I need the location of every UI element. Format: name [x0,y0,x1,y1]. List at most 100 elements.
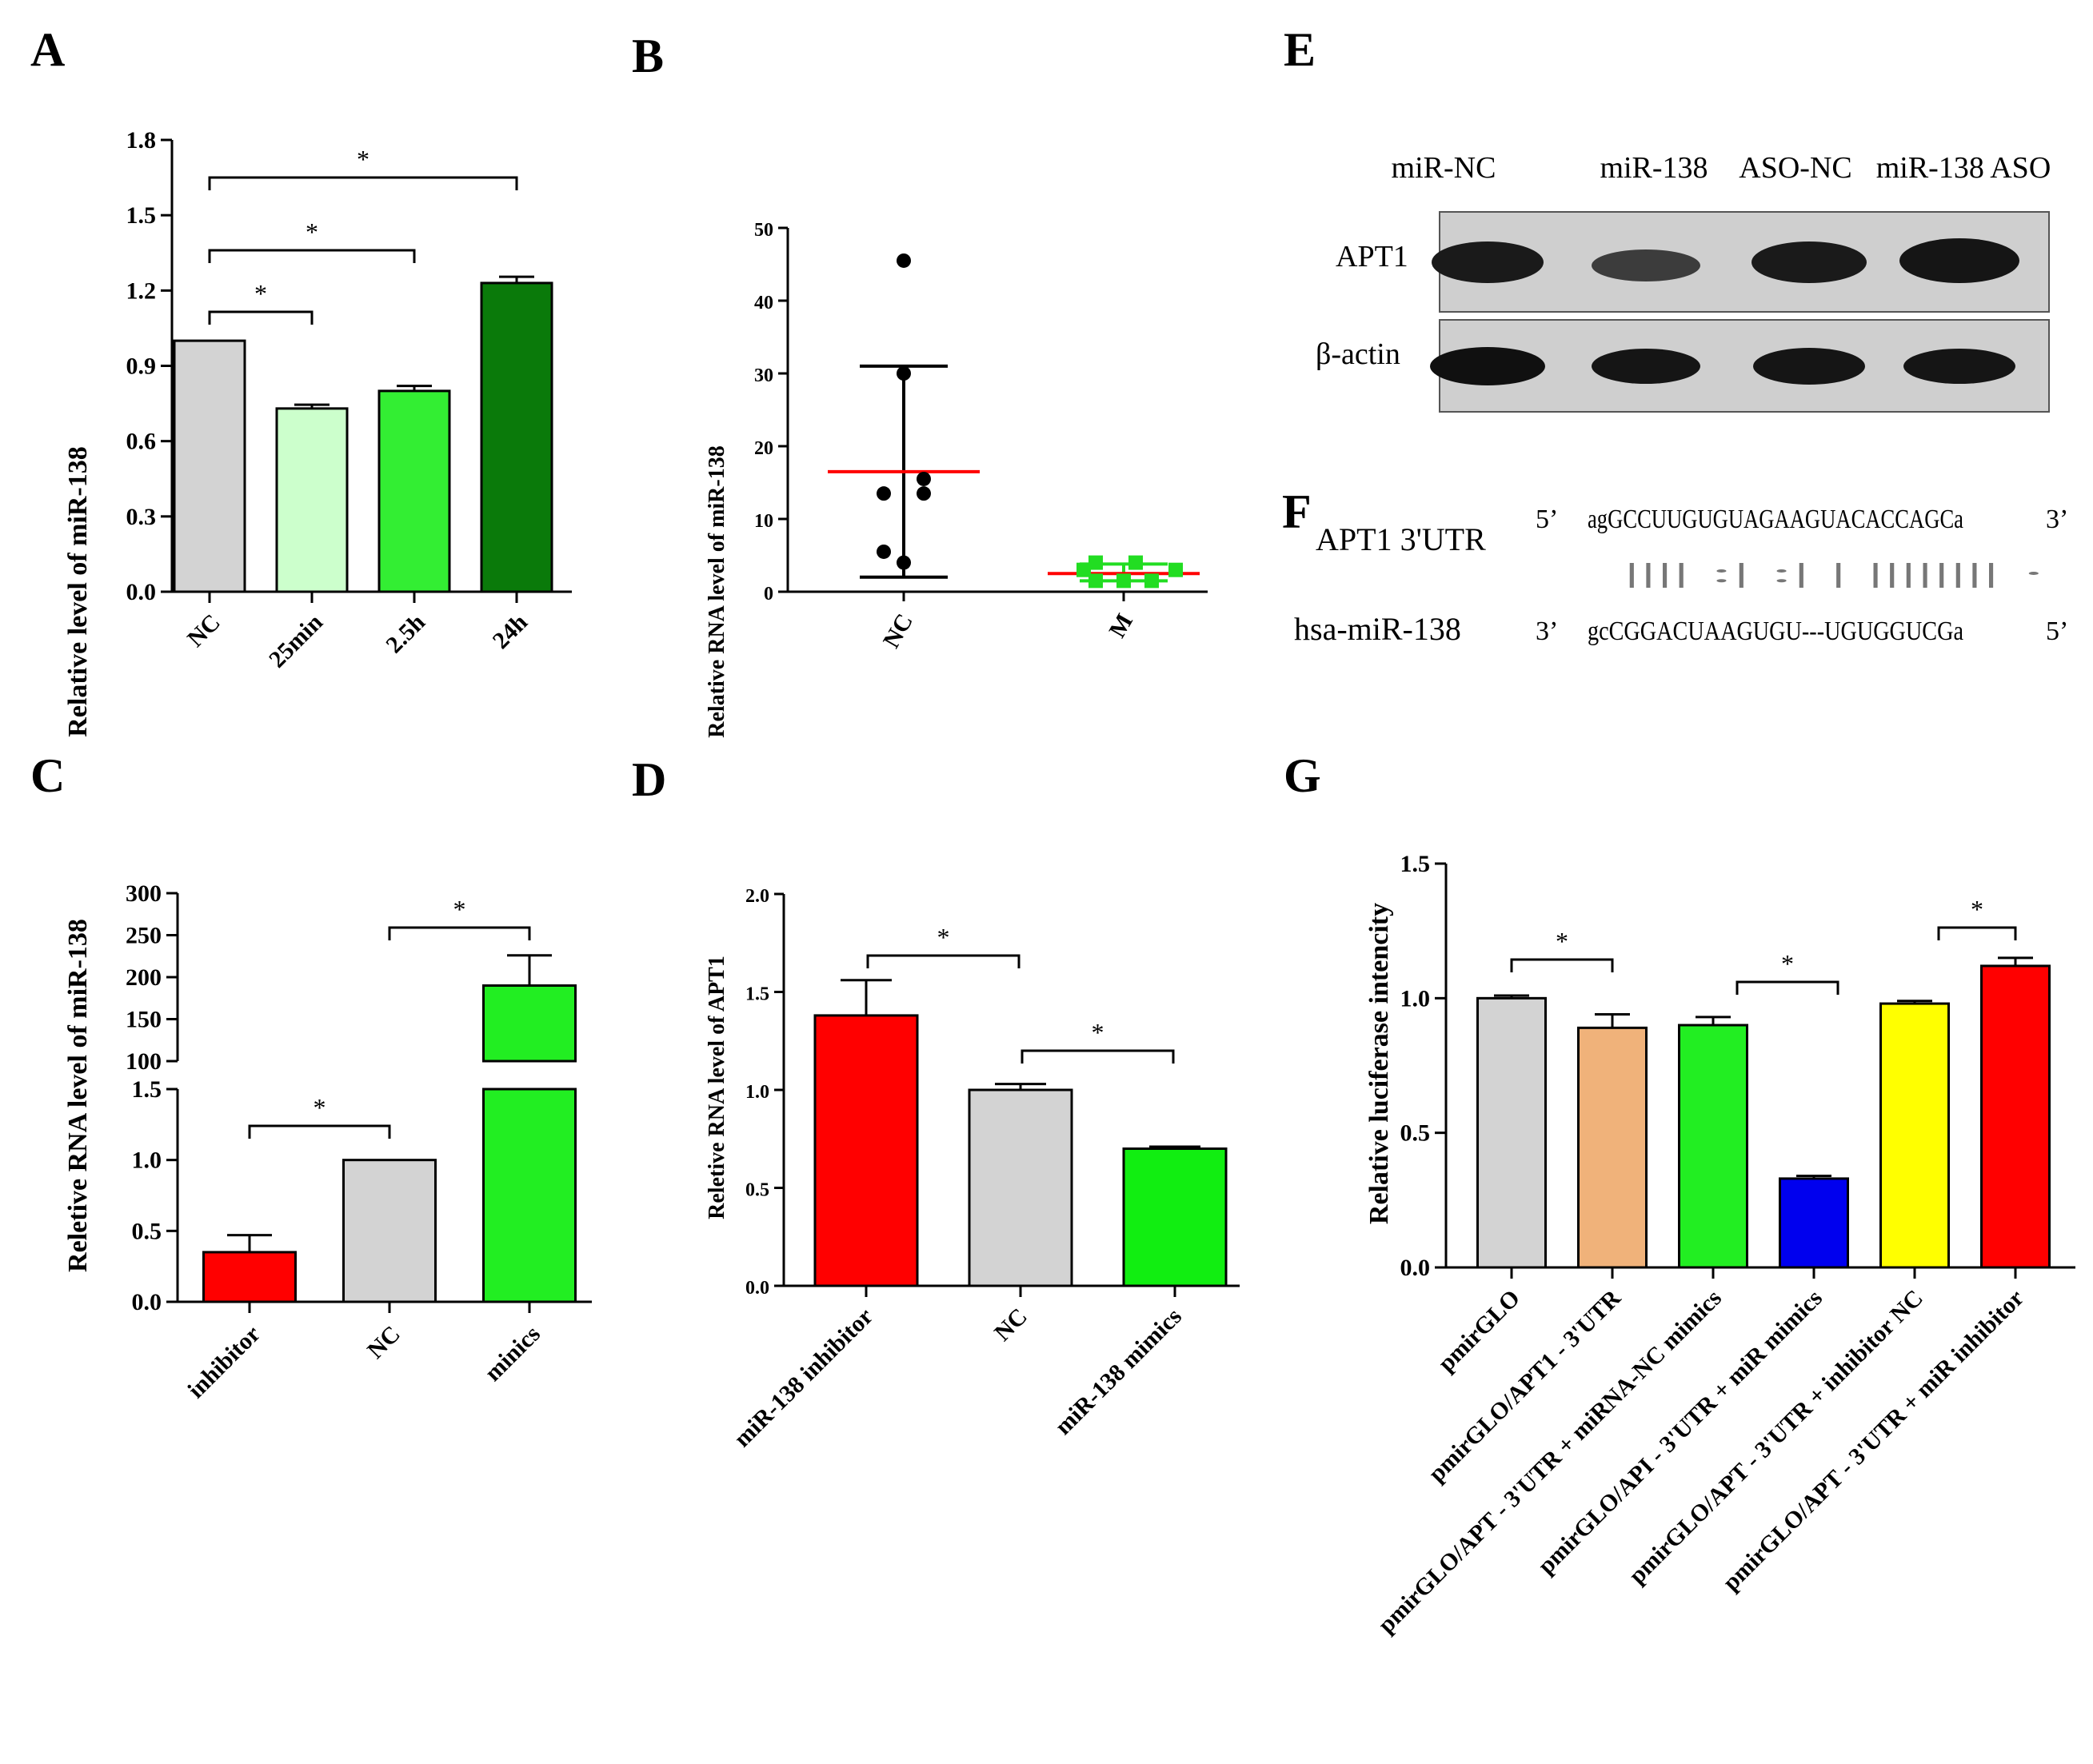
significance-bracket [208,249,416,263]
panel-letter-b: B [632,30,664,82]
panel-letter-a: A [30,23,65,76]
bar [1577,1026,1648,1269]
seq-label-mir: hsa-miR-138 [1294,611,1461,647]
y-tick-label: 0.0 [132,1289,162,1315]
y-tick-label: 40 [754,293,773,313]
significance-star: * [1556,927,1568,956]
x-category-label: pmirGLO/APT - 3'UTR + miRNA-NC mimics [1373,1285,1727,1638]
bar [968,1088,1073,1287]
y-tick-label: 0.5 [745,1180,769,1201]
chart-d: Reletive RNA level of APT1 0.0 0.5 1.0 1.5 2… [705,886,1240,1452]
x-category-label: inhibitor [182,1321,266,1404]
error-bar [499,275,534,283]
bar [202,1251,297,1303]
bar [1678,1024,1748,1269]
error-bar [397,385,432,391]
significance-star: * [1971,895,1983,924]
significance-bracket [248,1124,391,1139]
y-tick-label: 0.0 [745,1278,769,1299]
error-bar [507,954,552,986]
data-point [1116,573,1131,589]
blot-lane-label: miR-138 ASO [1876,151,2051,185]
seq-utr: agGCCUUGUGUAGAAGUACACCAGCa [1588,505,1963,534]
error-bar [1897,1000,1932,1004]
x-category-label: M [1104,609,1138,642]
error-bar [1494,994,1529,999]
data-point [897,253,911,268]
bar [1980,964,2051,1269]
chart-c: Reletive RNA level of miR-138 0.0 0.5 1.0 1… [63,880,592,1403]
x-category-label: pmirGLO [1433,1285,1525,1377]
x-category-label: 24h [488,609,533,654]
seq-label-utr: APT1 3'UTR [1316,521,1486,557]
y-tick-label: 200 [126,964,162,991]
seq-prime: 5’ [1536,505,1558,534]
significance-bracket [388,926,531,940]
significance-bracket [1021,1049,1175,1064]
blot-row-label: APT1 [1336,240,1408,273]
bar [1476,996,1547,1269]
blot-band [1753,348,1865,385]
significance-star: * [937,923,950,952]
x-category-label: NC [878,609,918,653]
significance-star: * [306,218,318,246]
y-tick-label: 150 [126,1007,162,1033]
y-tick-label: 1.5 [1400,851,1431,877]
chart-g: Relative luciferase intencity 0.0 0.5 1.0 1… [1364,851,2075,1638]
data-point [877,486,891,501]
blot-band [1592,249,1700,281]
sequence-alignment: APT1 3'UTR 5’ agGCCUUGUGUAGAAGUACACCAGCa… [1294,505,2068,647]
data-point [897,555,911,570]
x-category-label: NC [182,609,226,653]
y-tick-label: 0.0 [1400,1255,1431,1281]
data-point [1168,562,1183,577]
y-tick-label: 0.3 [126,504,157,530]
significance-star: * [314,1093,326,1122]
y-tick-label: 20 [754,438,773,459]
y-tick-label: 1.0 [1400,985,1431,1012]
blot-band [1592,349,1700,384]
significance-star: * [1781,949,1794,978]
y-tick-label: 1.0 [132,1147,162,1174]
bar [480,281,553,593]
significance-bracket [1510,958,1614,972]
chart-a-ylabel: Relative level of miR-138 [63,446,93,737]
chart-b: Relative RNA level of miR-138 0 10 20 30 40 5… [705,220,1208,738]
bar [813,1014,919,1287]
error-bar [1796,1175,1831,1179]
error-bar [1998,956,2033,966]
blot-lane-label: miR-138 [1600,151,1708,185]
chart-b-ylabel: Relative RNA level of miR-138 [705,445,729,737]
y-tick-label: 250 [126,923,162,949]
panel-letter-c: C [30,749,65,802]
significance-bracket [866,954,1021,968]
bar [342,1159,437,1303]
blot-row-label: β-actin [1316,337,1400,371]
data-point [917,486,931,501]
bar [1779,1177,1849,1269]
significance-bracket [208,176,518,190]
data-point [917,471,931,486]
blot-band [1903,349,2015,384]
x-category-label: miR-138 mimics [1050,1303,1187,1440]
error-bar [1595,1013,1630,1028]
data-point [897,366,911,381]
blot-band [1751,241,1867,283]
error-bar [1696,1016,1731,1025]
y-tick-label: 300 [126,880,162,907]
x-category-label: 25min [264,609,328,672]
panel-letter-d: D [632,753,666,806]
chart-c-ylabel: Reletive RNA level of miR-138 [63,919,93,1272]
y-tick-label: 1.8 [126,127,157,154]
error-bar [841,979,892,1016]
bar [173,339,246,593]
x-category-label: NC [989,1303,1033,1347]
blot-band [1432,241,1544,283]
chart-g-ylabel: Relative luciferase intencity [1364,903,1394,1224]
y-tick-label: 0.5 [132,1218,162,1244]
seq-prime: 3’ [1536,617,1558,646]
y-tick-label: 2.0 [745,886,769,907]
y-tick-label: 100 [126,1048,162,1075]
bar [1122,1147,1228,1287]
bar-upper-segment [482,984,577,1063]
